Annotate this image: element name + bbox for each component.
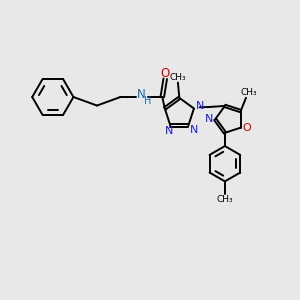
Text: CH₃: CH₃: [169, 73, 186, 82]
Text: O: O: [242, 123, 251, 133]
Text: N: N: [190, 125, 198, 135]
Text: N: N: [137, 88, 146, 101]
Text: O: O: [160, 67, 170, 80]
Text: CH₃: CH₃: [241, 88, 257, 97]
Text: H: H: [145, 95, 152, 106]
Text: N: N: [196, 101, 204, 111]
Text: N: N: [164, 127, 173, 136]
Text: N: N: [205, 114, 213, 124]
Text: CH₃: CH₃: [217, 194, 233, 203]
